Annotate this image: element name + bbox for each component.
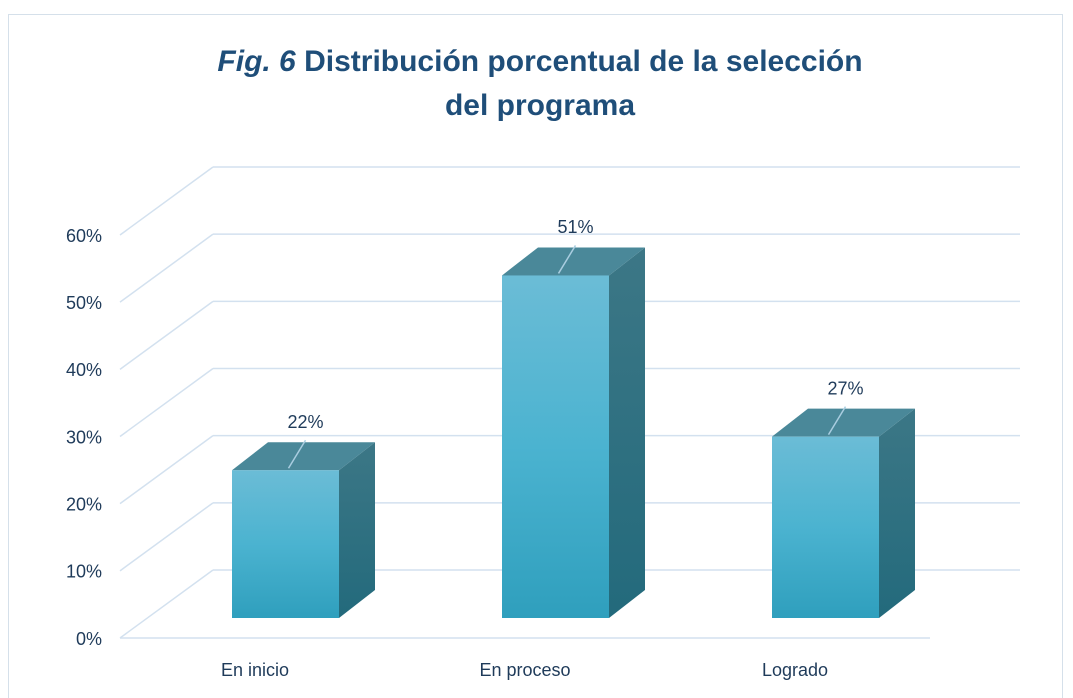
bar-side	[609, 247, 645, 618]
grid-line-depth	[119, 435, 214, 505]
grid-line-depth	[119, 367, 214, 438]
y-tick-label: 40%	[66, 360, 102, 380]
y-tick-label: 30%	[66, 427, 102, 447]
grid-line-depth	[119, 233, 214, 303]
data-label: 22%	[287, 412, 323, 432]
grid-line-depth	[119, 569, 214, 639]
chart-frame	[8, 14, 1063, 698]
y-tick-label: 60%	[66, 226, 102, 246]
grid-line-depth	[119, 166, 214, 236]
grid-line-depth	[119, 502, 214, 572]
x-tick-label: En inicio	[221, 660, 289, 680]
y-tick-label: 0%	[76, 629, 102, 649]
bar-top	[772, 408, 915, 437]
bar	[502, 275, 609, 618]
data-label: 51%	[557, 217, 593, 237]
bar-side	[339, 442, 375, 618]
y-tick-label: 20%	[66, 494, 102, 514]
label-leader	[557, 245, 577, 274]
x-tick-label: En proceso	[479, 660, 570, 680]
bar-top	[232, 442, 375, 471]
y-tick-label: 50%	[66, 293, 102, 313]
bar-top	[502, 247, 645, 276]
chart-title: Fig. 6 Distribución porcentual de la sel…	[200, 40, 880, 128]
y-tick-label: 10%	[66, 562, 102, 582]
bar	[232, 470, 339, 618]
data-label: 27%	[827, 378, 863, 398]
bar	[772, 436, 879, 618]
x-tick-label: Logrado	[762, 660, 828, 680]
label-leader	[827, 406, 847, 436]
title-label: Fig. 6	[217, 45, 296, 78]
grid-line-depth	[119, 300, 214, 370]
label-leader	[287, 439, 307, 469]
title-text: Distribución porcentual de la selección …	[304, 45, 863, 122]
bar-side	[879, 408, 915, 618]
